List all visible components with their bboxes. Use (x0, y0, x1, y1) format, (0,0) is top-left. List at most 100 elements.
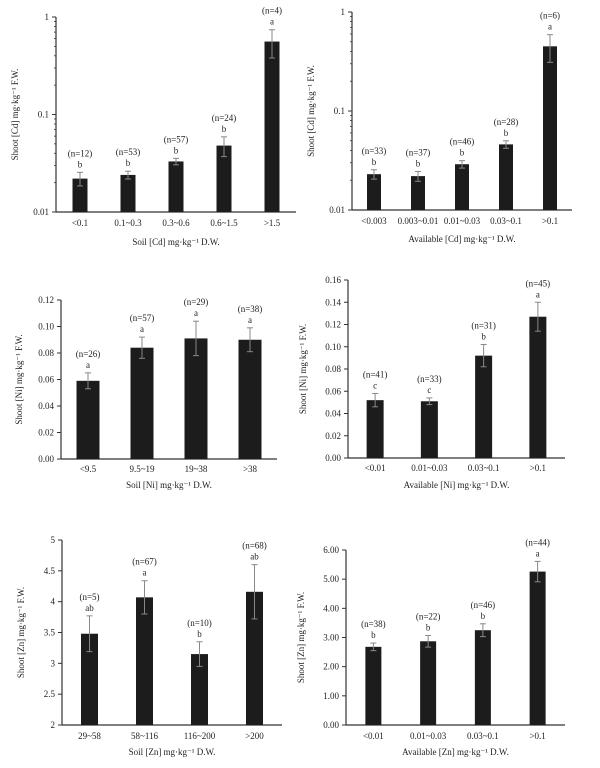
y-tick-label: 3.00 (323, 633, 339, 643)
y-tick-label: 0.06 (38, 375, 54, 385)
y-tick-label: 0.04 (325, 409, 341, 419)
sample-size-label: (n=57) (164, 134, 189, 144)
chart-panel-1: 0.01 0.1 1 Shoot [Cd] mg·kg⁻¹ F.W. Soil [Cd]… (10, 6, 296, 247)
chart-panel-5: 2 2.5 3 3.5 4 4.5 5 Shoot [Zn] mg·kg⁻¹ F.W. Soil… (16, 535, 282, 757)
x-tick-label: <0.1 (72, 218, 88, 228)
bar (184, 338, 208, 459)
y-tick-label: 0.12 (325, 320, 341, 330)
y-tick-label: 1.00 (323, 691, 339, 701)
significance-letter: a (194, 308, 198, 318)
x-tick-label: >200 (245, 731, 264, 741)
x-axis-label: Available [Ni] mg·kg⁻¹ D.W. (404, 480, 510, 490)
y-tick-label: 0.08 (38, 348, 54, 358)
sample-size-label: (n=45) (526, 278, 551, 288)
significance-letter: a (548, 22, 552, 32)
y-tick-label: 5 (51, 535, 56, 545)
sample-size-label: (n=31) (471, 321, 496, 331)
significance-letter: b (371, 630, 376, 640)
x-tick-label: 0.01~0.03 (411, 463, 448, 473)
y-tick-label: 0.00 (38, 454, 54, 464)
sample-size-label: (n=33) (417, 374, 442, 384)
significance-letter: b (481, 611, 486, 621)
y-tick-label: 4 (51, 597, 56, 607)
bar (72, 178, 88, 212)
y-tick-label: 0.04 (38, 401, 54, 411)
y-axis-label: Shoot [Zn] mg·kg⁻¹ F.W. (296, 592, 306, 683)
sample-size-label: (n=4) (262, 6, 282, 16)
x-tick-label: 19~38 (185, 464, 208, 474)
y-tick-label: 2 (51, 720, 56, 730)
sample-size-label: (n=22) (416, 611, 441, 621)
y-tick-label: 2.00 (323, 662, 339, 672)
y-tick-label: 0.14 (325, 297, 341, 307)
bar (420, 401, 438, 458)
x-axis-label: Soil [Cd] mg·kg⁻¹ D.W. (132, 237, 219, 247)
sample-size-label: (n=44) (525, 537, 550, 547)
x-tick-label: 0.3~0.6 (162, 218, 190, 228)
sample-size-label: (n=37) (406, 147, 431, 157)
chart-panel-4: 0.00 0.02 0.04 0.06 0.08 0.10 0.12 0.14 0.16 Shoo… (298, 275, 565, 490)
bar (543, 46, 557, 210)
x-axis-label: Soil [Ni] mg·kg⁻¹ D.W. (126, 480, 212, 490)
significance-letter: a (143, 568, 147, 578)
x-tick-label: 58~116 (131, 731, 159, 741)
sample-size-label: (n=46) (450, 137, 475, 147)
sample-size-label: (n=10) (187, 618, 212, 628)
sample-size-label: (n=6) (540, 11, 560, 21)
bar (120, 174, 136, 212)
bar (474, 630, 491, 725)
bar (81, 633, 98, 725)
x-tick-label: 0.003~0.01 (398, 216, 439, 226)
bar (216, 145, 232, 212)
x-tick-label: <9.5 (80, 464, 97, 474)
bar (76, 380, 100, 459)
x-tick-label: 0.03~0.1 (467, 731, 499, 741)
x-tick-label: 9.5~19 (129, 464, 155, 474)
x-tick-label: 0.03~0.1 (468, 463, 500, 473)
x-tick-label: <0.01 (363, 731, 384, 741)
significance-letter: b (126, 158, 131, 168)
sample-size-label: (n=46) (471, 600, 496, 610)
y-axis-label: Shoot [Ni] mg·kg⁻¹ F.W. (298, 324, 308, 414)
bar (238, 339, 262, 459)
significance-letter: a (248, 315, 252, 325)
sample-size-label: (n=53) (116, 147, 141, 157)
y-tick-label: 1 (341, 7, 346, 17)
bar (136, 597, 153, 725)
bar (264, 41, 280, 212)
y-axis-label: Shoot [Ni] mg·kg⁻¹ F.W. (14, 334, 24, 424)
bar (455, 164, 469, 210)
y-tick-label: 0.00 (325, 453, 341, 463)
y-tick-label: 0.1 (334, 106, 345, 116)
sample-size-label: (n=28) (494, 117, 519, 127)
y-tick-label: 3 (51, 658, 56, 668)
y-tick-label: 4.5 (44, 566, 56, 576)
significance-letter: b (481, 332, 486, 342)
significance-letter: ab (250, 552, 259, 562)
x-tick-label: >38 (243, 464, 258, 474)
y-tick-label: 0.02 (325, 431, 341, 441)
x-tick-label: 29~58 (78, 731, 101, 741)
significance-letter: b (416, 158, 421, 168)
y-tick-label: 0.16 (325, 275, 341, 285)
significance-letter: b (174, 145, 179, 155)
y-tick-label: 2.5 (44, 689, 56, 699)
bar (365, 646, 382, 725)
y-tick-label: 0.00 (323, 720, 339, 730)
bar (475, 355, 493, 458)
bar (411, 176, 425, 210)
x-axis-label: Available [Zn] mg·kg⁻¹ D.W. (402, 747, 509, 757)
bar (529, 571, 546, 725)
y-tick-label: 6.00 (323, 545, 339, 555)
y-axis-label: Shoot [Cd] mg·kg⁻¹ F.W. (306, 65, 316, 157)
x-tick-label: 0.01~0.03 (410, 731, 447, 741)
x-tick-label: 0.01~0.03 (444, 216, 481, 226)
y-tick-label: 5.00 (323, 574, 339, 584)
bar (420, 641, 437, 725)
chart-panel-6: 0.00 1.00 2.00 3.00 4.00 5.00 6.00 Shoot [Zn] m… (296, 537, 565, 757)
y-tick-label: 0.10 (38, 322, 54, 332)
chart-panel-3: 0.00 0.02 0.04 0.06 0.08 0.10 0.12 Shoot [Ni] m… (14, 295, 277, 490)
significance-letter: c (427, 385, 431, 395)
y-axis-label: Shoot [Zn] mg·kg⁻¹ F.W. (16, 587, 26, 678)
significance-letter: b (372, 157, 377, 167)
